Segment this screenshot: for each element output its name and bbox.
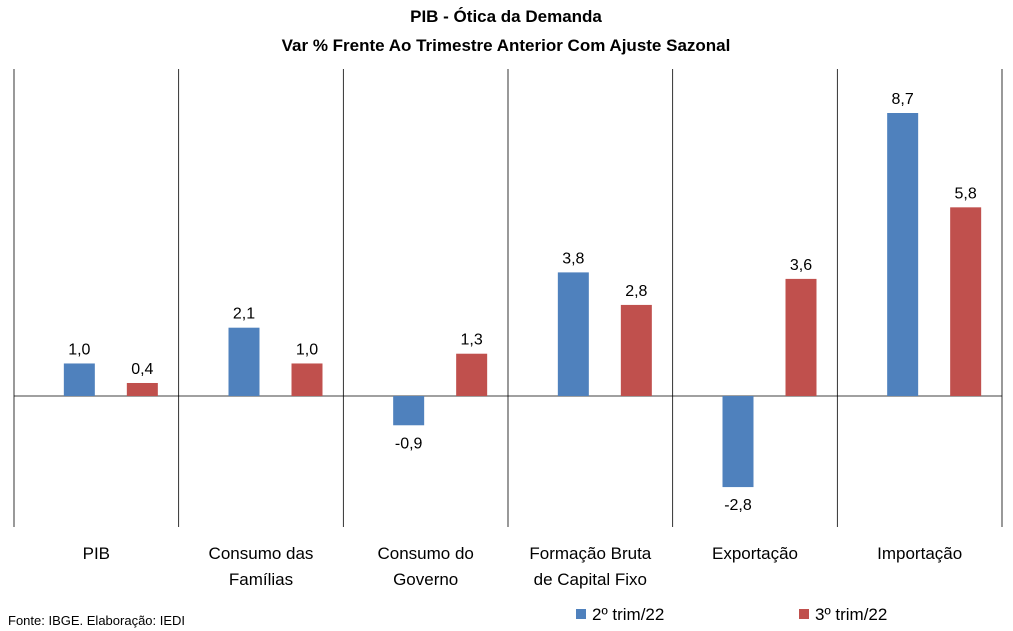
data-label: 3,8 <box>562 250 584 267</box>
category-label: Importação <box>877 544 962 563</box>
bar-series1 <box>393 396 425 426</box>
legend-label: 2º trim/22 <box>592 605 664 624</box>
source-note: Fonte: IBGE. Elaboração: IEDI <box>8 613 185 628</box>
bar-series2 <box>950 207 982 396</box>
bar-series1 <box>557 272 589 396</box>
data-label: -2,8 <box>724 497 752 514</box>
data-label: -0,9 <box>395 435 423 452</box>
data-label: 1,0 <box>296 341 318 358</box>
legend-swatch <box>576 609 586 619</box>
chart-title: PIB - Ótica da Demanda <box>410 7 602 26</box>
bar-series1 <box>887 113 919 396</box>
bar-series2 <box>785 278 817 396</box>
legend: 2º trim/22 3º trim/22 <box>576 605 887 624</box>
bar-series2 <box>456 353 488 396</box>
data-label: 5,8 <box>955 185 977 202</box>
plot-area: 1,0 0,4 PIB 2,1 1,0 Consumo das Famílias -0,9 1,… <box>13 69 1003 589</box>
category-label: Consumo das <box>209 544 314 563</box>
category-label: PIB <box>83 544 110 563</box>
data-label: 3,6 <box>790 257 812 274</box>
category-label: Exportação <box>712 544 798 563</box>
data-label: 1,0 <box>68 341 90 358</box>
data-label: 2,8 <box>625 283 647 300</box>
category-label: Governo <box>393 570 458 589</box>
bar-series1 <box>722 396 754 488</box>
bar-series2 <box>291 363 323 396</box>
data-label: 8,7 <box>892 91 914 108</box>
category-label: de Capital Fixo <box>534 570 647 589</box>
category-label: Consumo do <box>377 544 473 563</box>
legend-label: 3º trim/22 <box>815 605 887 624</box>
data-label: 0,4 <box>131 361 153 378</box>
bar-series1 <box>63 363 95 396</box>
category-label: Famílias <box>229 570 293 589</box>
data-label: 2,1 <box>233 306 255 323</box>
chart-subtitle: Var % Frente Ao Trimestre Anterior Com A… <box>282 36 731 55</box>
category-label: Formação Bruta <box>529 544 651 563</box>
legend-swatch <box>799 609 809 619</box>
data-label: 1,3 <box>461 332 483 349</box>
bar-series2 <box>620 304 652 396</box>
bar-series2 <box>126 382 158 396</box>
bar-series1 <box>228 327 260 396</box>
